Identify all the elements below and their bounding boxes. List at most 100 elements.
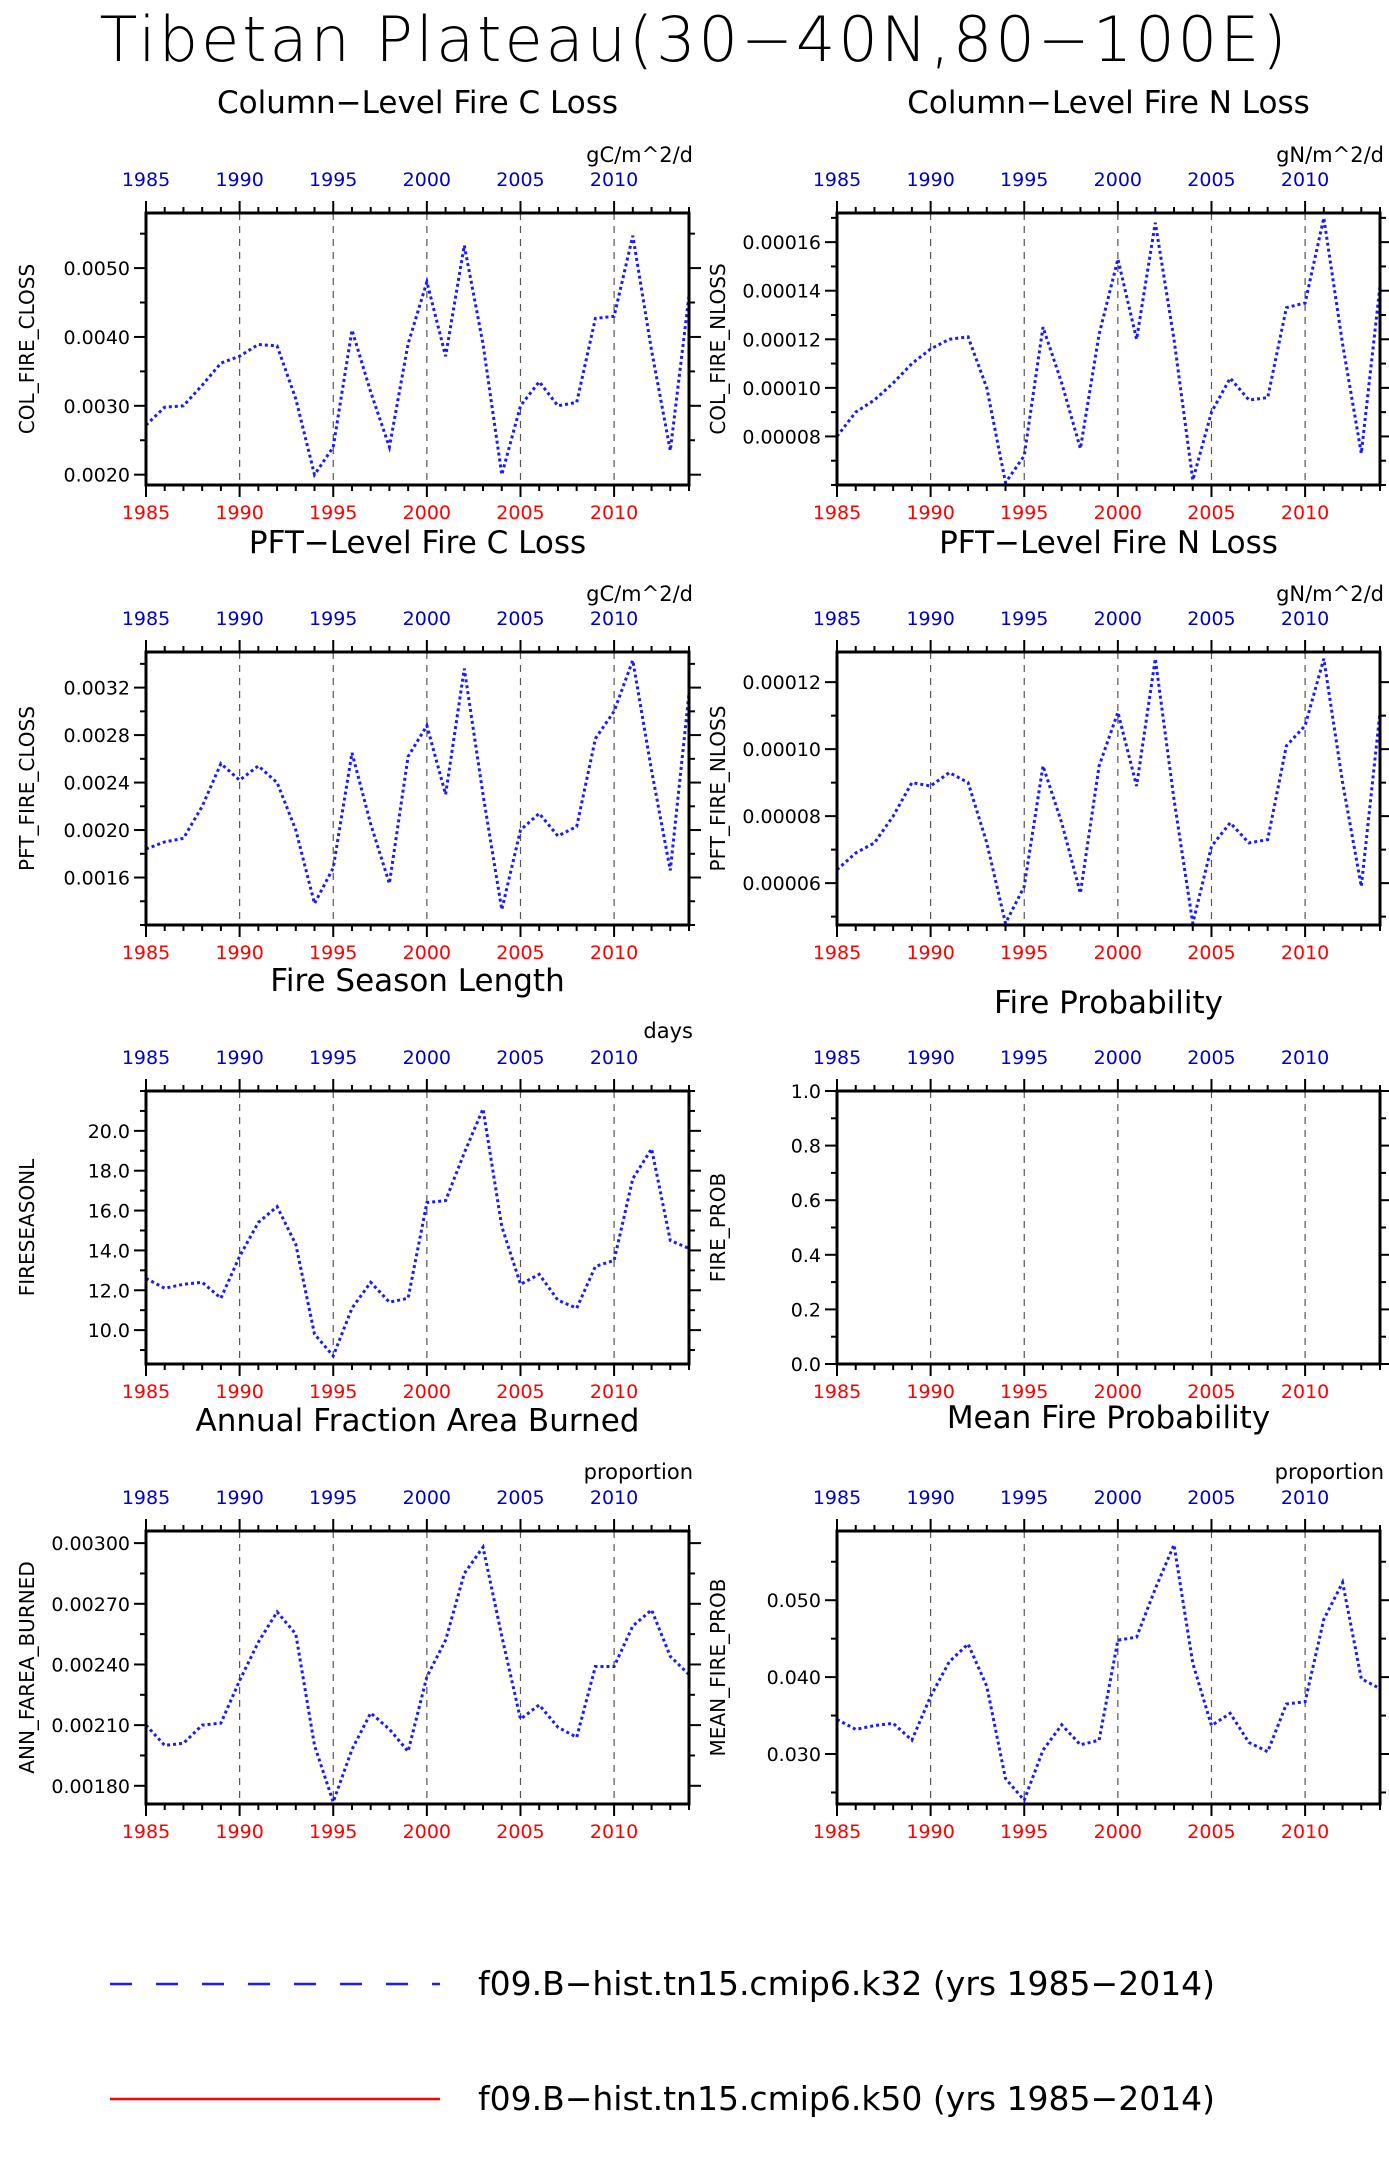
x-tick-label: 2005 — [496, 1821, 544, 1843]
x-tick-label: 2010 — [1281, 502, 1329, 524]
x-tick-label: 1985 — [813, 502, 861, 524]
x-tick-label-top: 1995 — [1000, 608, 1048, 630]
x-tick-label-top: 2010 — [590, 608, 638, 630]
y-tick-label: 0.00008 — [742, 426, 821, 448]
y-tick-label: 0.0028 — [64, 725, 130, 747]
y-tick-label: 0.00016 — [742, 232, 821, 254]
y-axis-label: FIRE_PROB — [706, 1173, 730, 1282]
chart-panel-2: Column−Level Fire N Loss gN/m^2/d 1985 1985… — [706, 85, 1389, 524]
series-line — [837, 658, 1380, 925]
chart-title: PFT−Level Fire N Loss — [939, 525, 1278, 561]
y-axis-label: MEAN_FIRE_PROB — [706, 1579, 730, 1757]
legend-label-k32: f09.B−hist.tn15.cmip6.k32 (yrs 1985−2014… — [478, 1964, 1216, 2003]
x-tick-label: 1985 — [813, 1381, 861, 1403]
y-tick-label: 0.030 — [767, 1744, 821, 1766]
plot-frame — [835, 650, 1382, 927]
y-tick-label: 0.0020 — [64, 465, 130, 487]
y-axis-label: PFT_FIRE_CLOSS — [15, 706, 39, 871]
y-tick-label: 0.0 — [791, 1354, 821, 1376]
x-tick-label-top: 1985 — [813, 1047, 861, 1069]
y-tick-label: 0.00180 — [51, 1776, 130, 1798]
y-tick-label: 0.00010 — [742, 739, 821, 761]
y-tick-label: 0.00012 — [742, 329, 821, 351]
y-tick-label: 0.00006 — [742, 873, 821, 895]
figure-title: Tibetan Plateau(30−40N,80−100E) — [99, 3, 1290, 76]
series-line — [146, 1103, 689, 1359]
x-tick-label-top: 2000 — [1094, 1487, 1142, 1509]
y-tick-label: 0.0032 — [64, 678, 130, 700]
x-tick-label: 1985 — [122, 1821, 170, 1843]
x-tick-label: 2005 — [1187, 1821, 1235, 1843]
x-tick-label: 1990 — [215, 1821, 263, 1843]
units-label: days — [643, 1019, 693, 1043]
chart-title: Column−Level Fire C Loss — [217, 85, 618, 121]
chart-title: PFT−Level Fire C Loss — [249, 525, 586, 561]
x-tick-label-top: 1995 — [1000, 1047, 1048, 1069]
x-tick-label: 1990 — [215, 942, 263, 964]
x-tick-label-top: 2005 — [1187, 1487, 1235, 1509]
x-tick-label: 1985 — [813, 942, 861, 964]
y-tick-label: 0.00300 — [51, 1533, 130, 1555]
y-tick-label: 18.0 — [88, 1161, 130, 1183]
x-tick-label-top: 1985 — [813, 608, 861, 630]
x-tick-label: 1990 — [215, 502, 263, 524]
x-tick-label: 2005 — [1187, 942, 1235, 964]
y-axis-label: ANN_FAREA_BURNED — [15, 1561, 39, 1773]
x-tick-label: 2010 — [590, 942, 638, 964]
series-line — [837, 217, 1380, 485]
chart-panel-7: Annual Fraction Area Burned proportion 198… — [15, 1403, 701, 1843]
x-tick-label: 1995 — [1000, 1821, 1048, 1843]
x-tick-label-top: 1990 — [215, 1487, 263, 1509]
plot-frame — [144, 1529, 691, 1806]
x-tick-label: 2000 — [1094, 942, 1142, 964]
x-tick-label: 1990 — [215, 1381, 263, 1403]
x-tick-label: 1995 — [1000, 502, 1048, 524]
x-tick-label-top: 1995 — [309, 169, 357, 191]
x-tick-label: 2000 — [1094, 502, 1142, 524]
x-tick-label: 1995 — [1000, 942, 1048, 964]
series-line — [837, 1539, 1380, 1804]
x-tick-label: 2010 — [1281, 942, 1329, 964]
x-tick-label-top: 2010 — [590, 169, 638, 191]
x-tick-label: 1985 — [813, 1821, 861, 1843]
x-tick-label-top: 2000 — [403, 169, 451, 191]
x-tick-label: 2010 — [1281, 1381, 1329, 1403]
y-tick-label: 0.00270 — [51, 1594, 130, 1616]
plot-frame — [835, 1529, 1382, 1806]
x-tick-label: 2005 — [496, 1381, 544, 1403]
y-tick-label: 14.0 — [88, 1240, 130, 1262]
units-label: gN/m^2/d — [1276, 143, 1384, 167]
x-tick-label-top: 2010 — [1281, 1487, 1329, 1509]
y-tick-label: 20.0 — [88, 1121, 130, 1143]
x-tick-label-top: 2000 — [1094, 1047, 1142, 1069]
y-tick-label: 0.00008 — [742, 806, 821, 828]
chart-panel-5: Fire Season Length days 1985 1985 1990 1990 19… — [15, 963, 701, 1403]
x-tick-label: 1985 — [122, 502, 170, 524]
x-tick-label-top: 2010 — [590, 1047, 638, 1069]
chart-title: Annual Fraction Area Burned — [196, 1403, 640, 1439]
y-tick-label: 0.050 — [767, 1590, 821, 1612]
x-tick-label-top: 1995 — [309, 608, 357, 630]
legend-item-k32: f09.B−hist.tn15.cmip6.k32 (yrs 1985−2014… — [0, 1944, 1389, 2024]
y-tick-label: 0.8 — [791, 1136, 821, 1158]
units-label: gN/m^2/d — [1276, 582, 1384, 606]
x-tick-label-top: 1990 — [906, 169, 954, 191]
x-tick-label-top: 1995 — [1000, 169, 1048, 191]
y-tick-label: 0.2 — [791, 1299, 821, 1321]
y-tick-label: 0.00240 — [51, 1654, 130, 1676]
y-axis-label: FIRESEASONL — [15, 1158, 39, 1296]
x-tick-label: 2010 — [1281, 1821, 1329, 1843]
y-tick-label: 0.00010 — [742, 378, 821, 400]
x-tick-label-top: 1995 — [309, 1047, 357, 1069]
chart-title: Fire Probability — [994, 985, 1223, 1021]
plot-frame — [144, 650, 691, 927]
x-tick-label-top: 1990 — [215, 1047, 263, 1069]
x-tick-label-top: 1985 — [122, 608, 170, 630]
x-tick-label-top: 2005 — [1187, 1047, 1235, 1069]
x-tick-label: 1995 — [309, 1821, 357, 1843]
series-line — [146, 235, 689, 479]
x-tick-label-top: 1990 — [215, 169, 263, 191]
x-tick-label: 2010 — [590, 1381, 638, 1403]
x-tick-label: 2000 — [403, 1821, 451, 1843]
